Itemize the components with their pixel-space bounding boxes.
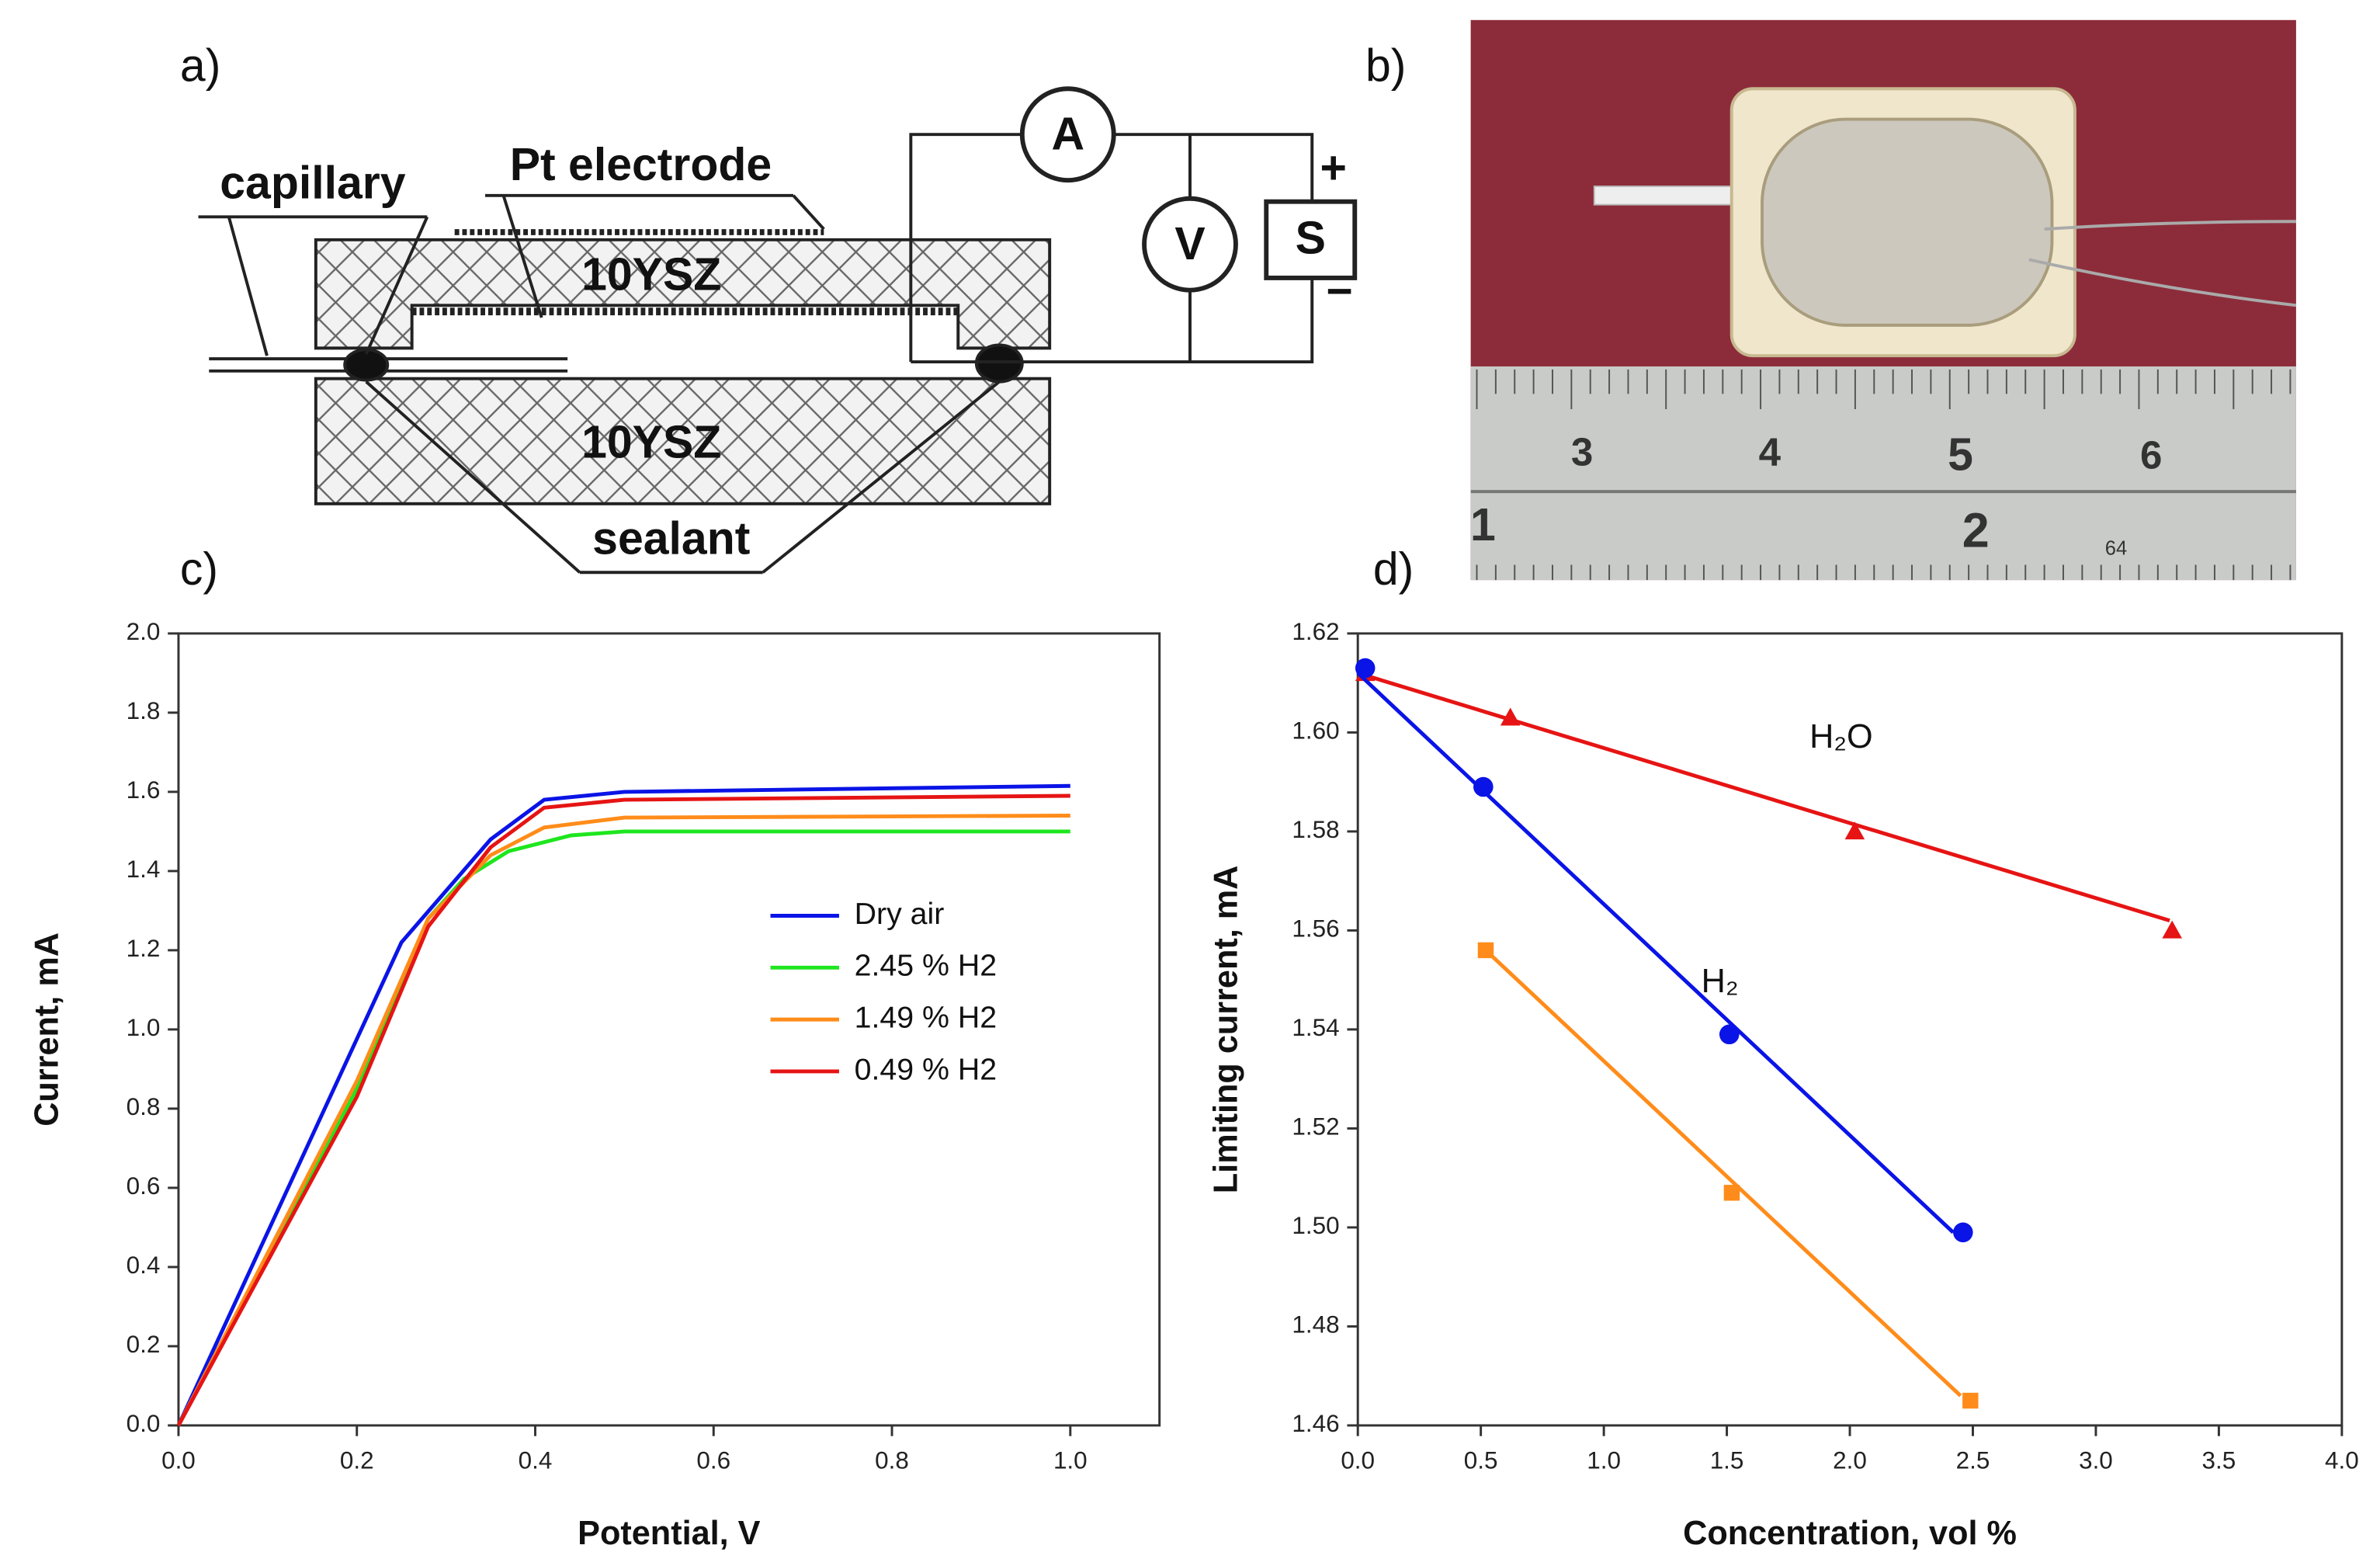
diagram-label: S	[1296, 213, 1326, 263]
x-tick-label: 1.5	[1710, 1446, 1744, 1474]
panel-label: c)	[180, 544, 218, 595]
diagram-label: V	[1174, 219, 1205, 269]
panel-label: a)	[180, 40, 220, 91]
marker	[1953, 1222, 1973, 1243]
x-tick-label: 0.0	[161, 1446, 196, 1474]
y-tick-label: 1.6	[127, 776, 161, 804]
leader	[198, 215, 429, 356]
upper-block	[314, 238, 1052, 350]
x-tick-label: 3.0	[2079, 1446, 2113, 1474]
y-tick-label: 1.46	[1292, 1410, 1339, 1437]
y-tick-label: 1.62	[1292, 618, 1339, 645]
voltmeter	[1142, 196, 1238, 293]
diagram-label: +	[1320, 143, 1347, 193]
y-tick-label: 1.0	[127, 1014, 161, 1041]
x-tick-label: 2.5	[1956, 1446, 1990, 1474]
diagram-label: 10YSZ	[581, 250, 721, 300]
marker	[1723, 1185, 1740, 1201]
y-tick-label: 0.0	[127, 1410, 161, 1437]
panel-label: d)	[1373, 544, 1414, 595]
leader	[484, 193, 825, 318]
y-tick-label: 0.2	[127, 1331, 161, 1358]
legend-label: 2.45 % H2	[855, 949, 997, 983]
ruler-label: 4	[1759, 429, 1782, 474]
legend-label: Dry air	[855, 897, 945, 931]
marker	[2162, 920, 2182, 939]
x-tick-label: 0.2	[340, 1446, 374, 1474]
series-line	[176, 814, 1070, 1427]
series-line	[176, 829, 1070, 1427]
plot-frame	[177, 632, 1161, 1427]
fit-line	[1356, 672, 1955, 1234]
series-label: H₂O	[1809, 718, 1873, 755]
y-tick-label: 1.2	[127, 935, 161, 962]
marker	[1962, 1392, 1979, 1409]
ruler-label: 1	[1470, 500, 1496, 550]
x-tick-label: 1.0	[1053, 1446, 1088, 1474]
ruler-label: 2	[1962, 504, 1990, 558]
ruler-label: 64	[2105, 538, 2127, 560]
panel-label: b)	[1365, 40, 1406, 91]
diagram-label: 10YSZ	[581, 418, 721, 468]
diagram-label: sealant	[592, 514, 750, 564]
diagram-label: capillary	[220, 158, 405, 209]
ammeter	[1019, 86, 1116, 183]
y-axis-title: Limiting current, mA	[1208, 866, 1245, 1194]
x-tick-label: 0.8	[875, 1446, 909, 1474]
y-tick-label: 0.4	[127, 1252, 161, 1279]
x-tick-label: 0.4	[519, 1446, 553, 1474]
source	[1264, 199, 1358, 280]
diagram-label: −	[1326, 266, 1352, 317]
y-tick-label: 1.8	[127, 697, 161, 724]
y-tick-label: 1.56	[1292, 915, 1339, 943]
y-tick-label: 1.54	[1292, 1014, 1339, 1041]
legend-label: 0.49 % H2	[855, 1052, 997, 1086]
x-axis-title: Concentration, vol %	[1683, 1515, 2017, 1552]
y-tick-label: 1.4	[127, 856, 161, 883]
marker	[1500, 707, 1521, 726]
cell-diagram	[198, 86, 1358, 575]
marker	[1719, 1024, 1740, 1045]
ruler-label: 5	[1948, 429, 1973, 480]
y-tick-label: 1.52	[1292, 1113, 1339, 1141]
series-label: H₂	[1702, 963, 1739, 1000]
fit-line	[1357, 671, 2170, 923]
y-tick-label: 1.48	[1292, 1311, 1339, 1339]
diagram-label: A	[1051, 109, 1084, 160]
series-line	[176, 783, 1070, 1426]
marker	[1473, 776, 1494, 797]
leader	[365, 380, 1001, 575]
x-axis-title: Potential, V	[578, 1515, 761, 1552]
marker	[1844, 821, 1865, 840]
sealant-blob	[343, 348, 390, 382]
x-tick-label: 0.6	[696, 1446, 730, 1474]
x-tick-label: 1.0	[1587, 1446, 1621, 1474]
x-tick-label: 3.5	[2202, 1446, 2236, 1474]
y-tick-label: 1.60	[1292, 717, 1339, 745]
y-axis-title: Current, mA	[28, 932, 65, 1127]
y-tick-label: 1.58	[1292, 816, 1339, 843]
marker	[1477, 942, 1494, 959]
x-tick-label: 0.5	[1464, 1446, 1498, 1474]
fit-line	[1484, 949, 1962, 1398]
x-tick-label: 4.0	[2325, 1446, 2359, 1474]
series-line	[176, 793, 1070, 1427]
y-tick-label: 0.8	[127, 1093, 161, 1120]
photo	[1470, 19, 2297, 581]
y-tick-label: 0.6	[127, 1172, 161, 1200]
ruler-label: 6	[2140, 432, 2162, 477]
ruler	[1476, 369, 2292, 581]
ruler-label: 3	[1571, 429, 1593, 474]
y-tick-label: 2.0	[127, 618, 161, 645]
x-tick-label: 2.0	[1833, 1446, 1867, 1474]
marker	[1355, 658, 1376, 679]
legend-label: 1.49 % H2	[855, 1001, 997, 1035]
x-tick-label: 0.0	[1341, 1446, 1375, 1474]
y-tick-label: 1.50	[1292, 1212, 1339, 1239]
diagram-label: Pt electrode	[510, 140, 772, 190]
